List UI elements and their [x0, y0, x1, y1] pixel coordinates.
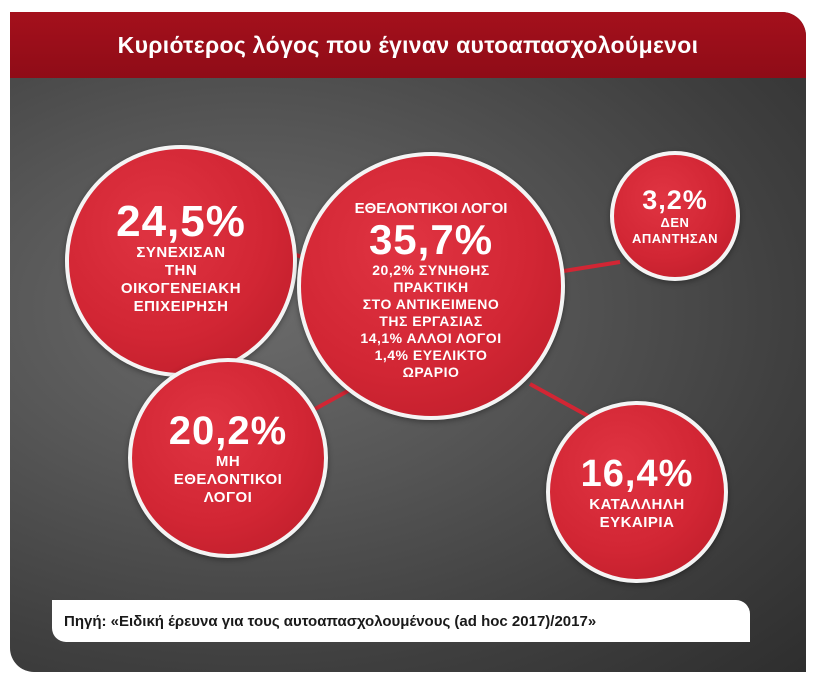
- voluntary-label-line: 14,1% ΑΛΛΟΙ ΛΟΓΟΙ: [360, 329, 502, 346]
- voluntary-heading: ΕΘΕΛΟΝΤΙΚΟΙ ΛΟΓΟΙ: [354, 199, 508, 217]
- non-voluntary-label-line: ΛΟΓΟΙ: [203, 489, 253, 506]
- bubble-no-answer: 3,2% ΔΕΝ ΑΠΑΝΤΗΣΑΝ: [610, 151, 740, 281]
- voluntary-label-line: ΠΡΑΚΤΙΚΗ: [393, 278, 469, 295]
- non-voluntary-label-line: ΕΘΕΛΟΝΤΙΚΟΙ: [173, 471, 283, 488]
- no-answer-label-line: ΑΠΑΝΤΗΣΑΝ: [632, 231, 718, 246]
- voluntary-label-line: 20,2% ΣΥΝΗΘΗΣ: [372, 261, 490, 278]
- opportunity-percent: 16,4%: [580, 453, 694, 495]
- no-answer-label-line: ΔΕΝ: [660, 215, 690, 230]
- connector-opportunity: [529, 382, 591, 419]
- family-label-line: ΕΠΙΧΕΙΡΗΣΗ: [133, 298, 229, 315]
- title-bar: Κυριότερος λόγος που έγιναν αυτοαπασχολο…: [10, 12, 806, 78]
- family-label-line: ΣΥΝΕΧΙΣΑΝ: [136, 244, 226, 261]
- source-box: Πηγή: «Ειδική έρευνα για τους αυτοαπασχο…: [52, 600, 750, 642]
- voluntary-label-line: ΩΡΑΡΙΟ: [402, 363, 460, 380]
- bubble-family-business: 24,5% ΣΥΝΕΧΙΣΑΝ ΤΗΝ ΟΙΚΟΓΕΝΕΙΑΚΗ ΕΠΙΧΕΙΡ…: [65, 145, 297, 377]
- bubble-suitable-opportunity: 16,4% ΚΑΤΑΛΛΗΛΗ ΕΥΚΑΙΡΙΑ: [546, 401, 728, 583]
- bubble-voluntary-reasons: ΕΘΕΛΟΝΤΙΚΟΙ ΛΟΓΟΙ 35,7% 20,2% ΣΥΝΗΘΗΣ ΠΡ…: [297, 152, 565, 420]
- voluntary-label-line: 1,4% ΕΥΕΛΙΚΤΟ: [374, 346, 488, 363]
- source-note: Πηγή: «Ειδική έρευνα για τους αυτοαπασχο…: [64, 612, 597, 630]
- non-voluntary-label-line: ΜΗ: [215, 453, 241, 470]
- infographic-title: Κυριότερος λόγος που έγιναν αυτοαπασχολο…: [117, 31, 699, 58]
- opportunity-label-line: ΚΑΤΑΛΛΗΛΗ: [589, 496, 685, 513]
- voluntary-label-line: ΤΗΣ ΕΡΓΑΣΙΑΣ: [379, 312, 483, 329]
- opportunity-label-line: ΕΥΚΑΙΡΙΑ: [599, 514, 675, 531]
- voluntary-label-line: ΣΤΟ ΑΝΤΙΚΕΙΜΕΝΟ: [362, 295, 500, 312]
- infographic-card: Κυριότερος λόγος που έγιναν αυτοαπασχολο…: [10, 12, 806, 672]
- no-answer-percent: 3,2%: [642, 185, 708, 215]
- voluntary-percent: 35,7%: [368, 215, 494, 263]
- family-label-line: ΟΙΚΟΓΕΝΕΙΑΚΗ: [120, 280, 242, 297]
- non-voluntary-percent: 20,2%: [168, 409, 288, 453]
- family-percent: 24,5%: [116, 197, 246, 246]
- bubble-non-voluntary-reasons: 20,2% ΜΗ ΕΘΕΛΟΝΤΙΚΟΙ ΛΟΓΟΙ: [128, 358, 328, 558]
- family-label-line: ΤΗΝ: [164, 262, 198, 279]
